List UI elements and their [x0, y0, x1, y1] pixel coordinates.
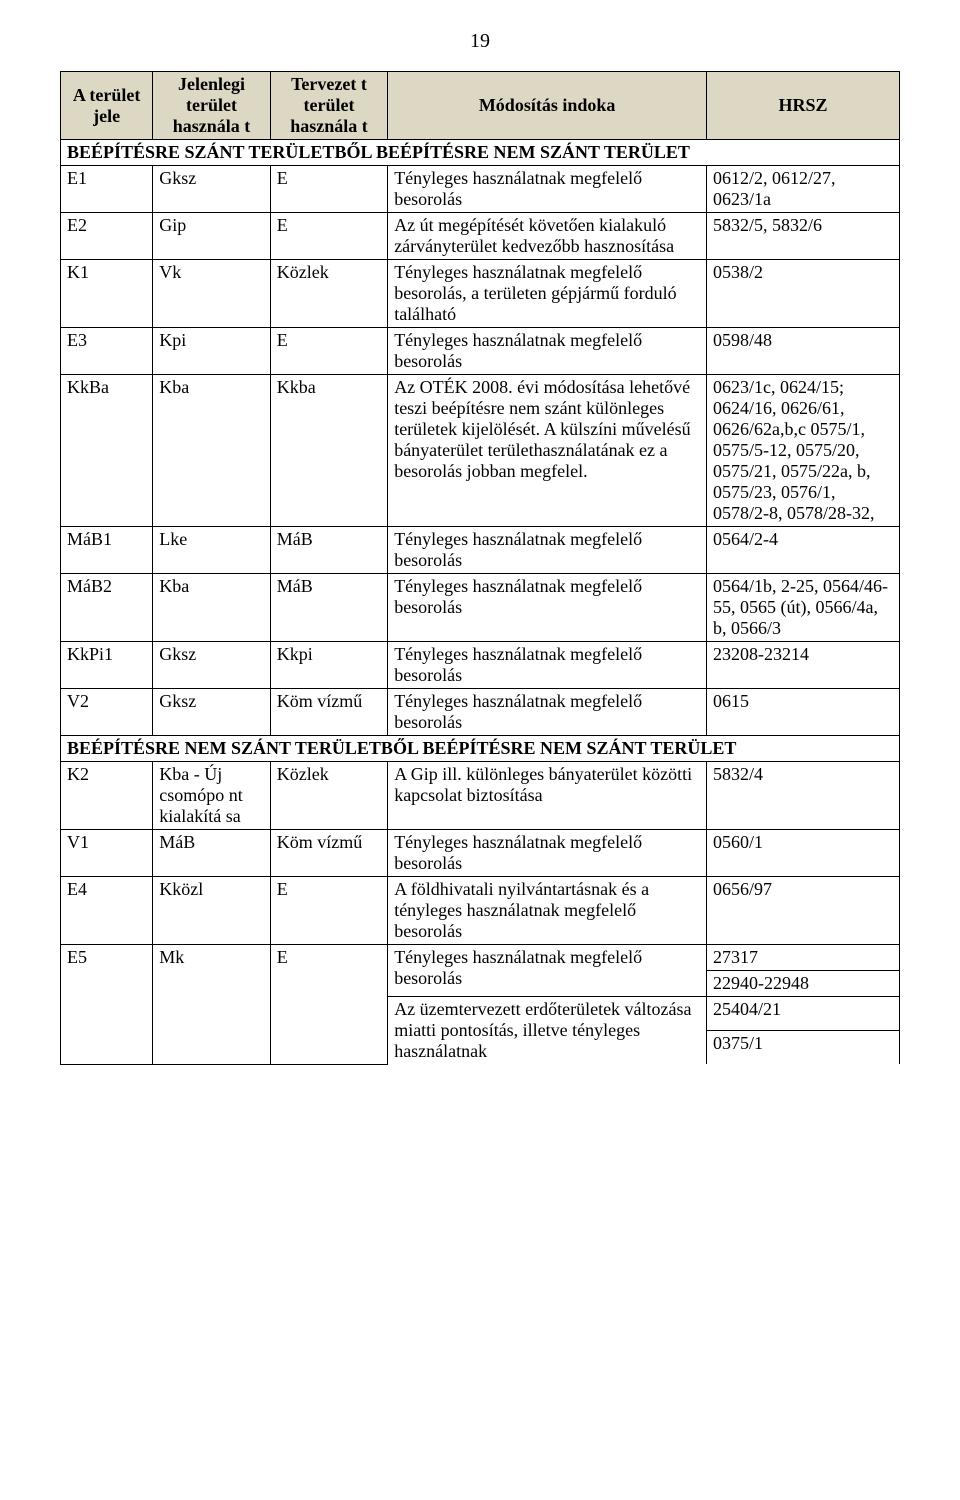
cell-c2: Kközl [153, 877, 270, 945]
table-row: MáB1 Lke MáB Tényleges használatnak megf… [61, 527, 900, 574]
cell-c5: 0560/1 [707, 830, 900, 877]
cell-c4: Tényleges használatnak megfelelő besorol… [388, 689, 707, 736]
cell-c3: E [270, 328, 387, 375]
cell-c5: 5832/5, 5832/6 [707, 213, 900, 260]
section-2-label: BEÉPÍTÉSRE NEM SZÁNT TERÜLETBŐL BEÉPÍTÉS… [61, 736, 900, 762]
cell-c5: 0612/2, 0612/27, 0623/1a [707, 166, 900, 213]
cell-c2: MáB [153, 830, 270, 877]
table-row: E3 Kpi E Tényleges használatnak megfelel… [61, 328, 900, 375]
cell-c2: Kba [153, 375, 270, 527]
cell-c5: 0538/2 [707, 260, 900, 328]
section-row-2: BEÉPÍTÉSRE NEM SZÁNT TERÜLETBŐL BEÉPÍTÉS… [61, 736, 900, 762]
page: 19 A terület jele Jelenlegi terület hasz… [0, 0, 960, 1105]
cell-c2: Gksz [153, 689, 270, 736]
cell-c4: Tényleges használatnak megfelelő besorol… [388, 945, 707, 997]
cell-c5: 23208-23214 [707, 642, 900, 689]
cell-c4: Tényleges használatnak megfelelő besorol… [388, 830, 707, 877]
cell-c2: Gip [153, 213, 270, 260]
cell-c4: Tényleges használatnak megfelelő besorol… [388, 574, 707, 642]
header-col3: Tervezet t terület használa t [270, 72, 387, 140]
page-number: 19 [60, 30, 900, 53]
main-table: A terület jele Jelenlegi terület használ… [60, 71, 900, 1065]
cell-c2: Kpi [153, 328, 270, 375]
table-row: MáB2 Kba MáB Tényleges használatnak megf… [61, 574, 900, 642]
cell-c5: 22940-22948 [707, 971, 900, 997]
table-row: K1 Vk Közlek Tényleges használatnak megf… [61, 260, 900, 328]
header-col4: Módosítás indoka [388, 72, 707, 140]
table-row: KkBa Kba Kkba Az OTÉK 2008. évi módosítá… [61, 375, 900, 527]
cell-c5: 0564/1b, 2-25, 0564/46-55, 0565 (út), 05… [707, 574, 900, 642]
cell-c4: Az út megépítését követően kialakuló zár… [388, 213, 707, 260]
cell-c3: Köm vízmű [270, 830, 387, 877]
cell-c2: Kba - Új csomópo nt kialakítá sa [153, 762, 270, 830]
cell-c1: E5 [61, 945, 153, 1065]
cell-c2: Gksz [153, 642, 270, 689]
cell-c1: V2 [61, 689, 153, 736]
cell-c4: Az üzemtervezett erdőterületek változása… [388, 997, 707, 1065]
cell-c3: Kkpi [270, 642, 387, 689]
cell-c2: Vk [153, 260, 270, 328]
table-row: K2 Kba - Új csomópo nt kialakítá sa Közl… [61, 762, 900, 830]
section-row-1: BEÉPÍTÉSRE SZÁNT TERÜLETBŐL BEÉPÍTÉSRE N… [61, 140, 900, 166]
table-row: E1 Gksz E Tényleges használatnak megfele… [61, 166, 900, 213]
cell-c1: MáB2 [61, 574, 153, 642]
cell-c1: K1 [61, 260, 153, 328]
cell-c1: K2 [61, 762, 153, 830]
cell-c4: Tényleges használatnak megfelelő besorol… [388, 166, 707, 213]
cell-c3: MáB [270, 574, 387, 642]
table-row: V2 Gksz Köm vízmű Tényleges használatnak… [61, 689, 900, 736]
cell-c5: 25404/21 [707, 997, 900, 1031]
cell-c1: KkBa [61, 375, 153, 527]
cell-c4: A Gip ill. különleges bányaterület közöt… [388, 762, 707, 830]
cell-c3: Közlek [270, 762, 387, 830]
cell-c4: Tényleges használatnak megfelelő besorol… [388, 527, 707, 574]
cell-c1: MáB1 [61, 527, 153, 574]
table-row: E2 Gip E Az út megépítését követően kial… [61, 213, 900, 260]
table-row-e5: E5 Mk E Tényleges használatnak megfelelő… [61, 945, 900, 971]
cell-c3: E [270, 166, 387, 213]
section-1-label: BEÉPÍTÉSRE SZÁNT TERÜLETBŐL BEÉPÍTÉSRE N… [61, 140, 900, 166]
cell-c4: A földhivatali nyilvántartásnak és a tén… [388, 877, 707, 945]
table-header: A terület jele Jelenlegi terület használ… [61, 72, 900, 140]
cell-c2: Kba [153, 574, 270, 642]
table-row: E4 Kközl E A földhivatali nyilvántartásn… [61, 877, 900, 945]
cell-c1: E2 [61, 213, 153, 260]
header-col2: Jelenlegi terület használa t [153, 72, 270, 140]
table-body: BEÉPÍTÉSRE SZÁNT TERÜLETBŐL BEÉPÍTÉSRE N… [61, 140, 900, 1065]
cell-c5: 0615 [707, 689, 900, 736]
cell-c1: E3 [61, 328, 153, 375]
cell-c5: 5832/4 [707, 762, 900, 830]
cell-c3: MáB [270, 527, 387, 574]
cell-c4: Az OTÉK 2008. évi módosítása lehetővé te… [388, 375, 707, 527]
cell-c4: Tényleges használatnak megfelelő besorol… [388, 328, 707, 375]
header-col1: A terület jele [61, 72, 153, 140]
cell-c3: Kkba [270, 375, 387, 527]
cell-c5: 0598/48 [707, 328, 900, 375]
cell-c3: Köm vízmű [270, 689, 387, 736]
cell-c3: Közlek [270, 260, 387, 328]
cell-c5: 27317 [707, 945, 900, 971]
header-col5: HRSZ [707, 72, 900, 140]
cell-c2: Gksz [153, 166, 270, 213]
cell-c4: Tényleges használatnak megfelelő besorol… [388, 260, 707, 328]
cell-c2: Lke [153, 527, 270, 574]
cell-c3: E [270, 213, 387, 260]
cell-c5: 0623/1c, 0624/15; 0624/16, 0626/61, 0626… [707, 375, 900, 527]
cell-c4: Tényleges használatnak megfelelő besorol… [388, 642, 707, 689]
cell-c5: 0656/97 [707, 877, 900, 945]
cell-c2: Mk [153, 945, 270, 1065]
cell-c1: E4 [61, 877, 153, 945]
cell-c1: E1 [61, 166, 153, 213]
table-row: KkPi1 Gksz Kkpi Tényleges használatnak m… [61, 642, 900, 689]
cell-c5: 0564/2-4 [707, 527, 900, 574]
cell-c1: V1 [61, 830, 153, 877]
cell-c3: E [270, 877, 387, 945]
table-row: V1 MáB Köm vízmű Tényleges használatnak … [61, 830, 900, 877]
cell-c5: 0375/1 [707, 1031, 900, 1064]
cell-c3: E [270, 945, 387, 1065]
cell-c1: KkPi1 [61, 642, 153, 689]
